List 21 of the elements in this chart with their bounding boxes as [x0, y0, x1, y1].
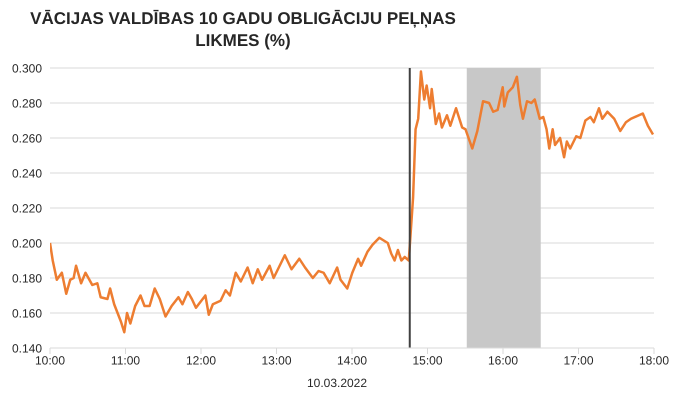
line-series [50, 70, 654, 334]
x-tick-label: 16:00 [488, 354, 518, 368]
chart-title: VĀCIJAS VALDĪBAS 10 GADU OBLIGĀCIJU PEĻŅAS LIKMES (%) [29, 8, 457, 52]
x-tick-label: 10:00 [34, 354, 66, 368]
y-tick-label: 0.200 [12, 236, 42, 250]
y-tick-label: 0.220 [12, 201, 42, 216]
x-tick-label: 17:00 [563, 354, 594, 368]
y-tick-label: 0.160 [12, 306, 42, 320]
x-tick-label: 12:00 [186, 354, 216, 368]
y-tick-label: 0.240 [12, 166, 42, 180]
x-tick-label: 11:00 [110, 354, 140, 368]
x-tick-label: 13:00 [261, 354, 292, 368]
x-tick-label: 15:00 [412, 354, 443, 368]
text: 10.03.2022 [306, 376, 368, 390]
x-tick-label: 18:00 [638, 354, 670, 368]
x-tick-label: 14:00 [336, 354, 368, 368]
y-tick-label: 0.280 [12, 96, 42, 110]
y-tick-label: 0.260 [12, 131, 42, 146]
y-tick-label: 0.140 [12, 341, 42, 356]
y-tick-label: 0.180 [12, 271, 42, 286]
y-tick-label: 0.300 [12, 61, 42, 76]
